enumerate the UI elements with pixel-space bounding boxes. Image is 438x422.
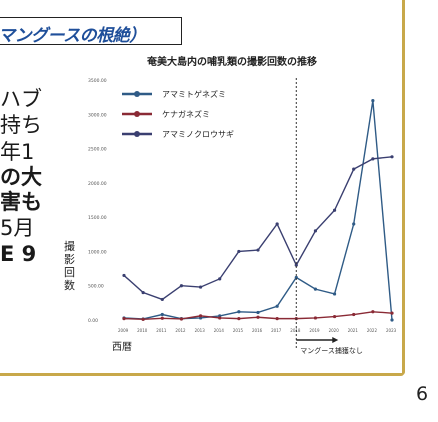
series-point [198,314,203,318]
series-point [275,304,279,308]
y-tick-label: 3500.00 [88,78,107,84]
series-point [141,317,145,321]
series-point [275,317,279,321]
series-point [371,157,375,161]
series-point [141,290,145,295]
series-point [122,317,126,321]
series-point [313,316,318,320]
y-tick-label: 3000.00 [88,112,107,118]
y-tick-label: 2500.00 [88,147,107,153]
slide-border-bottom [0,373,404,376]
y-tick-label: 0.00 [88,318,98,324]
y-axis-ticks: 0.00 500.00 1000.00 1500.00 2000.00 2500.00 30… [88,78,107,324]
series-point [237,249,241,254]
series-point [237,310,241,314]
body-line: の大 [0,165,42,189]
series-point [371,98,375,103]
x-axis-ticks: 2009 2010 2011 2012 2013 2014 2015 2016 2017 2018… [118,328,397,333]
legend-swatch-dot [134,111,140,117]
series-point [390,155,394,159]
x-tick-label: 2020 [329,328,340,333]
x-tick-label: 2021 [348,328,359,333]
series-point [160,297,164,302]
x-tick-label: 2014 [214,328,225,333]
series-point [332,292,337,296]
x-tick-label: 2016 [252,328,263,333]
y-label-char: 回 [64,266,75,279]
body-line: 持ち [0,113,42,137]
slide-title-box: マングースの根絶） [0,17,182,46]
x-tick-label: 2013 [195,328,206,333]
series-point [390,311,394,315]
body-line: 5月 [0,216,35,240]
legend-swatch-dot [134,131,140,137]
page-number: 6 [416,383,429,405]
series-point [256,310,260,315]
x-tick-label: 2019 [309,328,320,333]
series-point [160,312,164,317]
body-line: E 9 [0,242,37,266]
y-axis-label: 撮影回数 [64,239,75,292]
line-chart: 奄美大島内の哺乳類の撮影回数の推移 0.00 500.00 1000.00 1500.… [64,55,397,355]
x-tick-label: 2018 [290,328,301,333]
y-tick-label: 500.00 [88,284,104,290]
body-line: 害も [0,190,42,214]
y-tick-label: 1500.00 [88,215,107,221]
series-point [256,248,260,252]
x-tick-label: 2012 [175,328,186,333]
legend-label: アマミトゲネズミ [162,89,226,99]
series-point [313,229,318,233]
legend-label: アマミノクロウサギ [162,130,234,139]
slide-title: マングースの根絶） [0,26,146,46]
series-point [332,314,337,319]
x-tick-label: 2023 [386,328,397,333]
y-label-char: 撮 [64,239,75,253]
series-point [275,222,279,226]
series-point [352,167,356,171]
legend-swatch-dot [134,91,140,97]
y-label-char: 影 [64,253,75,266]
x-tick-label: 2015 [233,328,244,333]
series-point [218,277,222,281]
series-point [313,287,318,291]
chart-title: 奄美大島内の哺乳類の撮影回数の推移 [146,55,317,68]
series-point [218,316,222,320]
x-tick-label: 2010 [137,328,148,333]
body-line: ハブ [0,87,42,111]
x-tick-label: 2011 [156,328,167,333]
legend-label: ケナガネズミ [162,109,210,119]
series-point [352,312,356,317]
series-point [294,263,298,267]
x-tick-label: 2009 [118,328,129,333]
series-point [179,284,184,288]
y-tick-label: 2000.00 [88,181,107,187]
series-point [371,310,375,314]
series-point [122,273,126,278]
series-point [332,208,337,212]
annotation-arrow-head [332,337,339,343]
series-line [123,156,393,301]
x-tick-label: 2022 [367,328,378,333]
series-point [390,318,394,322]
annotation-label: マングース捕獲なし [300,346,363,355]
y-tick-label: 1000.00 [88,249,107,255]
x-axis-label: 西暦 [112,341,132,353]
series-lines [122,98,394,322]
series-point [160,316,164,320]
slide-border-right [402,0,405,375]
x-tick-label: 2017 [271,328,282,333]
body-line: 年1 [0,140,35,164]
series-point [179,317,184,321]
series-point [237,317,241,321]
series-point [198,285,203,289]
series-point [256,315,260,319]
series-point [352,222,356,226]
series-point [294,275,298,280]
y-label-char: 数 [64,279,75,292]
